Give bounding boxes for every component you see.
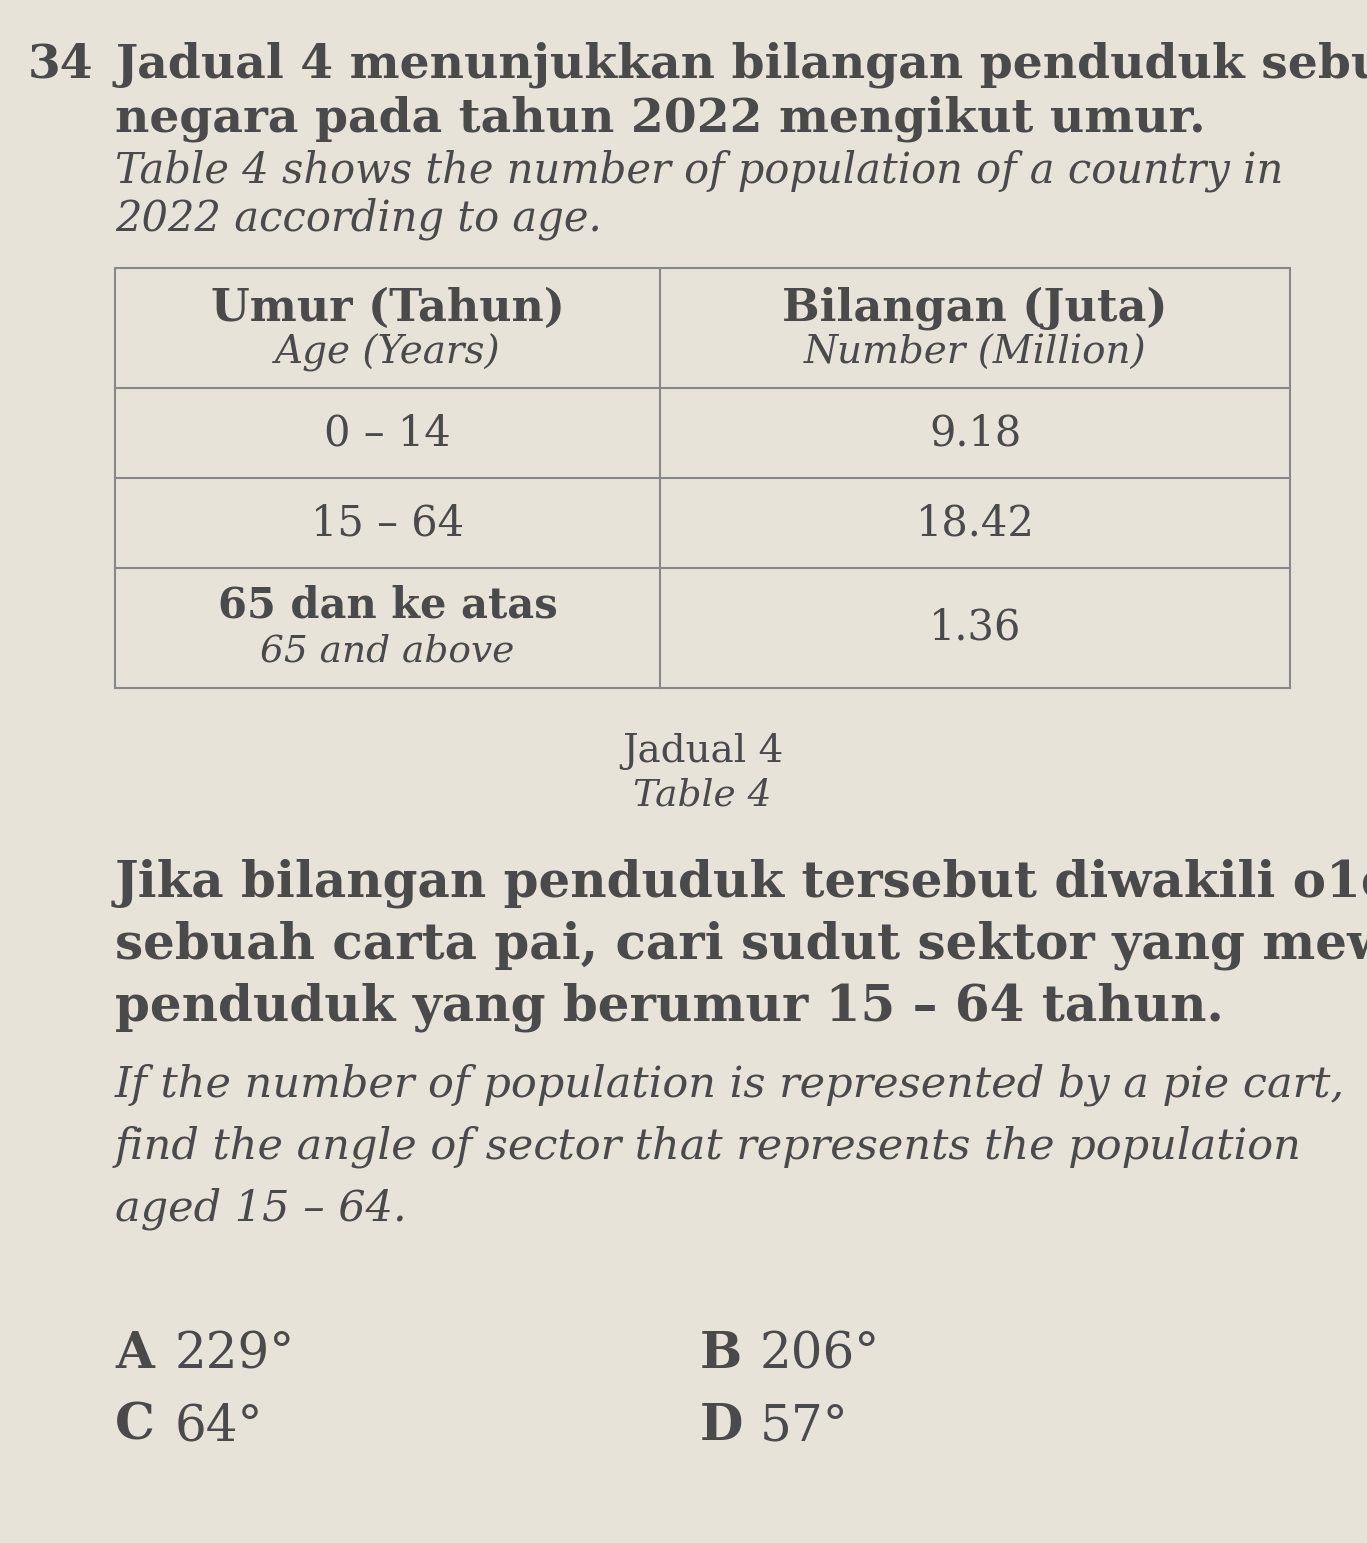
Text: If the number of population is represented by a pie cart,: If the number of population is represent… [115,1065,1345,1106]
Text: 57°: 57° [760,1403,849,1452]
Text: Jadual 4 menunjukkan bilangan penduduk sebuah: Jadual 4 menunjukkan bilangan penduduk s… [115,42,1367,88]
Text: 0 – 14: 0 – 14 [324,412,451,454]
Text: D: D [700,1403,744,1450]
Text: 64°: 64° [175,1403,264,1452]
Text: 18.42: 18.42 [916,501,1035,545]
Text: Jadual 4: Jadual 4 [622,733,783,770]
Text: penduduk yang berumur 15 – 64 tahun.: penduduk yang berumur 15 – 64 tahun. [115,981,1223,1032]
Text: 1.36: 1.36 [928,606,1021,650]
Text: 34: 34 [27,42,93,88]
Text: Age (Years): Age (Years) [275,333,500,372]
Text: Table 4 shows the number of population of a country in: Table 4 shows the number of population o… [115,150,1284,193]
Text: find the angle of sector that represents the population: find the angle of sector that represents… [115,1126,1301,1168]
Text: Number (Million): Number (Million) [804,335,1147,372]
Text: 65 and above: 65 and above [260,634,515,670]
Text: A: A [115,1330,154,1379]
Text: 15 – 64: 15 – 64 [310,501,463,545]
Text: 229°: 229° [175,1330,295,1379]
Text: B: B [700,1330,742,1379]
Bar [115,268,1290,688]
Text: Bilangan (Juta): Bilangan (Juta) [782,285,1167,330]
Text: sebuah carta pai, cari sudut sektor yang mewakili: sebuah carta pai, cari sudut sektor yang… [115,920,1367,969]
Text: 65 dan ke atas: 65 dan ke atas [217,585,558,626]
Text: 9.18: 9.18 [928,412,1021,454]
Text: Table 4: Table 4 [633,778,772,815]
Text: 2022 according to age.: 2022 according to age. [115,198,601,241]
Text: aged 15 – 64.: aged 15 – 64. [115,1188,406,1230]
Text: Jika bilangan penduduk tersebut diwakili o1eh: Jika bilangan penduduk tersebut diwakili… [115,858,1367,907]
Text: Umur (Tahun): Umur (Tahun) [211,287,565,330]
Text: 206°: 206° [760,1330,880,1379]
Text: negara pada tahun 2022 mengikut umur.: negara pada tahun 2022 mengikut umur. [115,96,1206,142]
Text: C: C [115,1403,154,1450]
